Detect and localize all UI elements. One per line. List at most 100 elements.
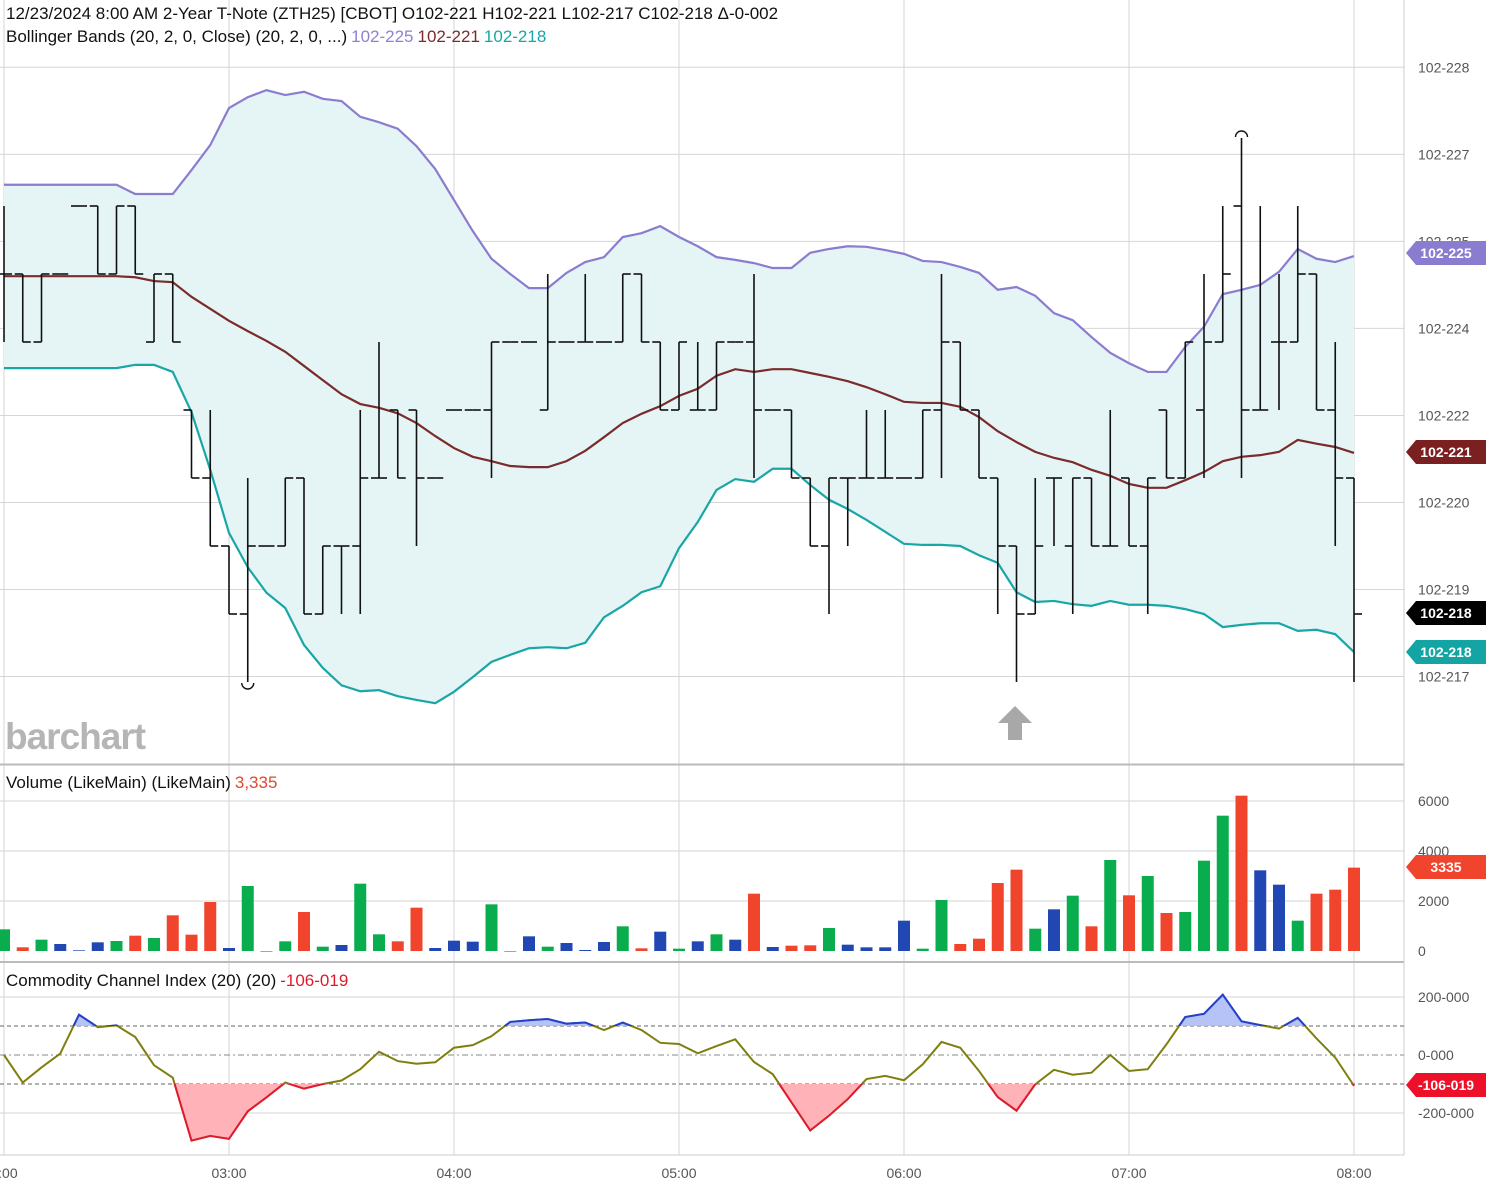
volume-bar <box>1216 815 1229 951</box>
volume-bar <box>1310 893 1323 951</box>
ohlc-bar <box>1214 206 1231 343</box>
volume-bar <box>598 942 610 951</box>
volume-bar <box>654 931 667 951</box>
barchart-watermark: barchart <box>5 716 146 757</box>
volume-last-badge-shape <box>1406 855 1486 879</box>
volume-bar <box>1029 928 1042 951</box>
volume-bar <box>0 929 10 951</box>
volume-bar <box>710 934 723 951</box>
ohlc-bar <box>971 409 987 479</box>
bollinger-lower-line <box>4 363 1355 705</box>
volume-bar <box>1066 895 1079 951</box>
last-price-badge: 102-218 <box>1420 605 1472 621</box>
price-tick-label: 102-217 <box>1418 669 1470 685</box>
volume-bar <box>298 912 310 951</box>
volume-bar <box>523 936 535 951</box>
ohlc-bar <box>1233 138 1250 478</box>
volume-bar <box>954 944 967 951</box>
ohlc-bar <box>877 410 894 479</box>
instrument-summary: 12/23/2024 8:00 AM 2-Year T-Note (ZTH25)… <box>6 4 779 23</box>
volume-bar <box>448 940 460 951</box>
volume-bar <box>748 893 760 951</box>
volume-label: Volume (LikeMain) (LikeMain) <box>6 773 231 792</box>
ohlc-bar <box>952 341 969 411</box>
volume-tick-label: 2000 <box>1418 893 1449 909</box>
ohlc-bar <box>371 342 387 479</box>
volume-bar <box>1104 860 1117 951</box>
ohlc-bar <box>14 273 31 343</box>
cci-legend: Commodity Channel Index (20) (20) -106-01… <box>6 971 352 991</box>
arrow-up-icon <box>998 706 1032 740</box>
time-tick-label: 05:00 <box>661 1165 696 1181</box>
volume-bar <box>485 904 498 951</box>
volume-bar <box>541 946 554 951</box>
ohlc-bar <box>1102 410 1119 547</box>
price-tick-label: 102-219 <box>1418 582 1470 598</box>
session-low-marker <box>241 682 255 690</box>
ohlc-bar <box>746 274 762 478</box>
ohlc-bar <box>1271 274 1287 410</box>
cci-tick-label: 0-000 <box>1418 1047 1454 1063</box>
volume-bar <box>410 907 423 951</box>
ohlc-bar <box>1158 409 1175 479</box>
time-tick-label: 2:00 <box>0 1165 18 1181</box>
volume-bar <box>823 928 835 951</box>
volume-bar <box>1085 926 1098 951</box>
ohlc-bar <box>633 273 650 343</box>
ohlc-bar <box>164 273 181 343</box>
time-tick-label: 07:00 <box>1111 1165 1146 1181</box>
price-tick-label: 102-227 <box>1418 146 1470 162</box>
volume-bar <box>729 939 742 951</box>
ohlc-bar <box>1008 545 1025 682</box>
cci-tick-label: -200-000 <box>1418 1105 1474 1121</box>
ohlc-bar <box>183 409 200 479</box>
ohlc-bar <box>689 342 706 411</box>
volume-bar <box>804 945 817 951</box>
volume-bar <box>335 945 348 951</box>
volume-bar <box>1348 867 1360 951</box>
price-tick-label: 102-224 <box>1418 320 1470 336</box>
ohlc-bar <box>33 273 50 343</box>
cci-overbought-fill <box>4 994 1354 1026</box>
ohlc-bar <box>408 409 425 546</box>
ohlc-bar <box>1177 341 1194 479</box>
volume-bar <box>16 947 29 951</box>
volume-bar <box>166 915 179 951</box>
ohlc-bar <box>333 545 350 614</box>
volume-bar <box>373 934 385 951</box>
ohlc-bar <box>1083 477 1100 547</box>
time-tick-label: 03:00 <box>211 1165 246 1181</box>
ohlc-bar <box>1046 477 1062 546</box>
volume-bar <box>91 942 104 951</box>
ohlc-bar <box>858 410 875 479</box>
bollinger-middle-badge-shape <box>1406 440 1486 464</box>
volume-bar <box>973 938 985 951</box>
cci-oversold-line <box>22 1084 1355 1142</box>
cci-value: -106-019 <box>280 971 349 990</box>
volume-bar <box>879 947 892 951</box>
ohlc-bar <box>277 477 294 547</box>
volume-bar <box>354 883 367 951</box>
bollinger-lower-badge: 102-218 <box>1420 644 1472 660</box>
volume-bar <box>35 939 48 951</box>
ohlc-bar <box>1139 477 1156 614</box>
ohlc-bar <box>671 341 687 411</box>
volume-tick-label: 6000 <box>1418 793 1449 809</box>
volume-bar <box>429 948 442 951</box>
time-tick-label: 04:00 <box>436 1165 471 1181</box>
bollinger-upper-line <box>4 88 1355 374</box>
volume-bar <box>1235 795 1248 951</box>
volume-bar <box>391 941 404 951</box>
ohlc-bar <box>577 274 594 343</box>
bollinger-legend: Bollinger Bands (20, 2, 0, Close) (20, 2… <box>6 27 550 47</box>
ohlc-bar <box>1327 342 1344 546</box>
cci-tick-label: 200-000 <box>1418 989 1470 1005</box>
ohlc-bar <box>802 477 819 547</box>
volume-bar <box>1160 913 1173 951</box>
price-tick-label: 102-222 <box>1418 407 1470 423</box>
volume-bar <box>1273 884 1285 951</box>
volume-bar <box>1048 909 1060 951</box>
cci-last-badge-shape <box>1406 1073 1486 1097</box>
volume-bar <box>766 947 779 951</box>
